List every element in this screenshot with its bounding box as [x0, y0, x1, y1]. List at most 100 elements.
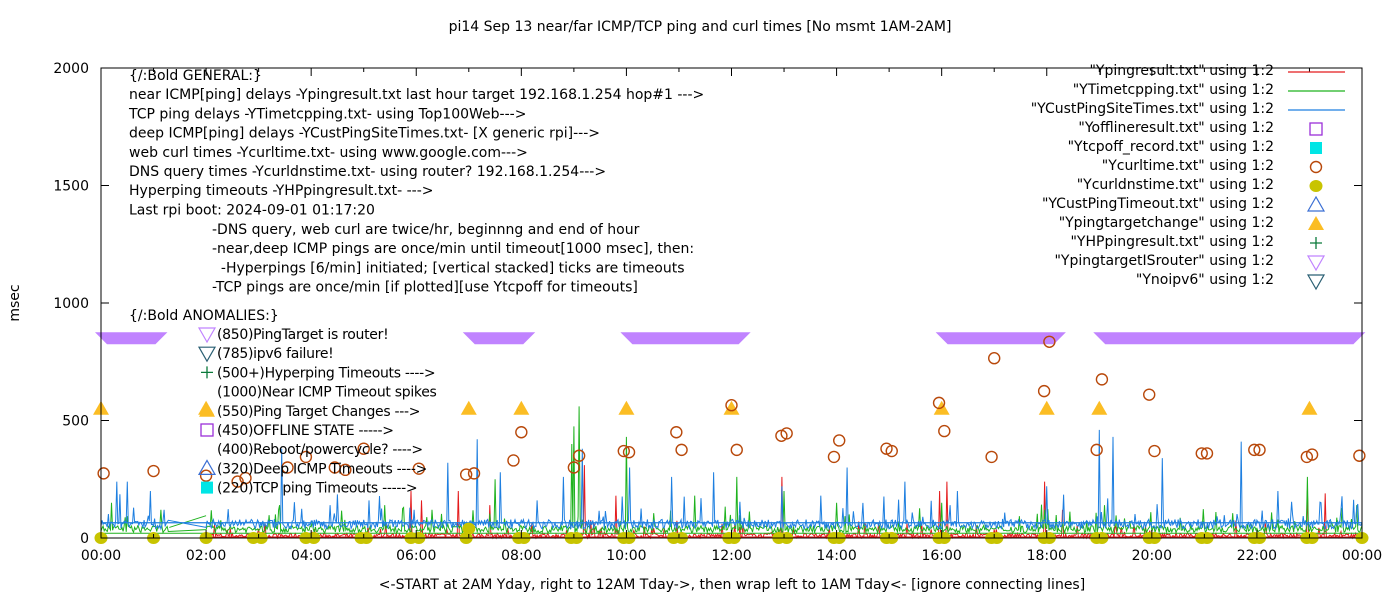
curl-point [412, 462, 426, 475]
general-note: TCP ping delays -YTimetcpping.txt- using… [128, 106, 526, 122]
legend: "Ypingresult.txt" using 1:2 "YTimetcpping… [1031, 63, 1345, 291]
legend-marker-icon [1309, 180, 1323, 192]
curl-point [985, 450, 998, 464]
x-tick-label: 22:00 [1237, 548, 1277, 564]
general-note: deep ICMP[ping] delays -YCustPingSiteTim… [129, 126, 600, 142]
legend-label: "YTimetcpping.txt" using 1:2 [1073, 82, 1274, 98]
curl-point [572, 449, 586, 462]
anomaly-label: (220)TCP ping Timeouts -----> [217, 481, 417, 497]
series-deep-line [100, 429, 1363, 531]
legend-label: "Ycurltime.txt" using 1:2 [1102, 158, 1274, 174]
legend-marker-icon [1306, 255, 1326, 272]
general-note: DNS query times -Ycurldnstime.txt- using… [129, 164, 606, 180]
annotation-notes: {/:Bold GENERAL:} near ICMP[ping] delays … [128, 68, 704, 324]
legend-label: "Ytcpoff_record.txt" using 1:2 [1068, 139, 1274, 155]
legend-label: "Ypingtargetchange" using 1:2 [1059, 215, 1274, 231]
curl-point [833, 434, 846, 447]
curl-point [938, 424, 951, 438]
anomaly-label: (500+)Hyperping Timeouts ----> [217, 365, 435, 381]
legend-label: "Ycurldnstime.txt" using 1:2 [1077, 177, 1274, 193]
detail-note: -Hyperpings [6/min] initiated; [vertical… [212, 260, 685, 276]
general-note: Hyperping timeouts -YHPpingresult.txt- -… [129, 183, 434, 199]
general-note: near ICMP[ping] delays -Ypingresult.txt … [129, 87, 704, 103]
x-tick-label: 10:00 [606, 548, 646, 564]
curl-point [339, 463, 352, 477]
targetchange-point [1301, 400, 1318, 415]
x-tick-label: 12:00 [711, 548, 751, 564]
anomaly-marker-icon [197, 459, 217, 475]
legend-marker-icon [1306, 274, 1326, 291]
legend-marker-icon [1309, 122, 1323, 136]
curl-point [1353, 449, 1366, 462]
legend-marker-icon [1306, 195, 1326, 212]
y-tick-label: 500 [62, 414, 89, 430]
legend-marker-icon [1308, 216, 1324, 230]
legend-label: "YCustPingTimeout.txt" using 1:2 [1042, 196, 1274, 212]
detail-note: -TCP pings are once/min [if plotted][use… [212, 280, 638, 296]
anomaly-key: (850)PingTarget is router! (785)ipv6 fail… [197, 327, 437, 497]
anomaly-label: (320)Deep ICMP Timeouts ----> [217, 461, 427, 477]
y-tick-label: 2000 [53, 61, 89, 77]
isrouter-band [935, 332, 1066, 345]
x-tick-label: 16:00 [921, 548, 961, 564]
detail-note: -DNS query, web curl are twice/hr, begin… [212, 222, 640, 238]
anomaly-label: (400)Reboot/powercycle? ----> [217, 442, 423, 458]
curl-point [1037, 384, 1051, 398]
legend-marker-icon [1309, 160, 1323, 174]
curl-point [885, 444, 898, 458]
curl-point [281, 461, 294, 474]
curl-point [1305, 448, 1319, 461]
legend-label: "Ynoipv6" using 1:2 [1136, 272, 1274, 288]
curl-point [357, 442, 370, 455]
targetchange-point [723, 400, 740, 415]
curl-point [988, 352, 1001, 365]
curl-point [199, 469, 213, 482]
curl-point [147, 464, 160, 478]
curl-point [1148, 444, 1161, 458]
curl-point [239, 471, 252, 485]
curl-point [507, 454, 520, 467]
targetchange-point [618, 400, 635, 415]
curl-point [97, 467, 110, 480]
curl-point [1143, 388, 1156, 401]
curl-point [670, 426, 683, 439]
curl-point [231, 475, 244, 488]
legend-marker-icon [1310, 142, 1322, 154]
legend-marker-icon [1310, 237, 1322, 249]
y-tick-label: 1000 [53, 296, 89, 312]
curl-point [459, 468, 473, 481]
y-tick-label: 0 [80, 531, 89, 547]
anomaly-marker-icon [197, 327, 217, 344]
anomaly-label: (550)Ping Target Changes ---> [217, 404, 420, 420]
y-axis-label: msec [7, 284, 23, 321]
curl-point [1248, 443, 1261, 457]
curl-point [617, 444, 630, 458]
targetchange-point [513, 400, 530, 415]
curl-point [1195, 447, 1208, 460]
isrouter-band [462, 332, 536, 345]
curl-point [932, 396, 946, 410]
detail-note: -near,deep ICMP pings are once/min until… [212, 241, 694, 257]
x-tick-label: 02:00 [186, 548, 226, 564]
anomalies-heading: {/:Bold ANOMALIES:} [129, 308, 279, 324]
general-note: web curl times -Ycurltime.txt- using www… [129, 145, 528, 161]
anomaly-label: (1000)Near ICMP Timeout spikes [217, 385, 437, 401]
x-tick-label: 08:00 [501, 548, 541, 564]
x-tick-label: 14:00 [816, 548, 856, 564]
anomaly-marker-icon [201, 366, 213, 379]
anomaly-marker-icon [200, 423, 214, 437]
curl-point [1043, 335, 1056, 348]
x-tick-label: 20:00 [1132, 548, 1172, 564]
x-tick-label: 00:00 [81, 548, 121, 564]
general-note: {/:Bold GENERAL:} [129, 68, 262, 84]
isrouter-band [95, 332, 168, 345]
legend-label: "Yofflineresult.txt" using 1:2 [1078, 120, 1274, 136]
x-tick-label: 06:00 [396, 548, 436, 564]
anomaly-marker-icon [199, 402, 215, 417]
x-tick-label: 00:00 [1342, 548, 1382, 564]
isrouter-band [620, 332, 751, 345]
curl-point [299, 450, 313, 464]
curl-point [622, 446, 636, 459]
series-tcp-line [100, 406, 1363, 535]
dns-point [462, 522, 476, 535]
